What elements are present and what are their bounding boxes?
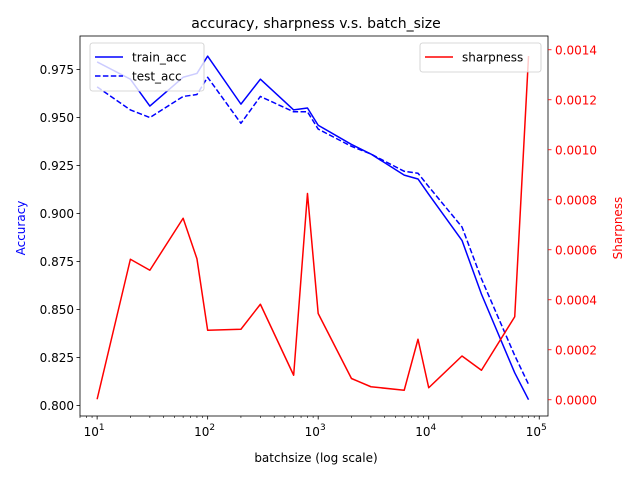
x-tick-exponent: 1 <box>99 423 105 433</box>
x-tick-base: 10 <box>415 425 430 439</box>
legend-label-test_acc: test_acc <box>132 70 182 84</box>
x-axis-label: batchsize (log scale) <box>254 451 377 465</box>
legend-left: train_acc test_acc <box>89 42 205 92</box>
x-tick-exponent: 2 <box>209 423 215 433</box>
legend-box <box>419 42 542 73</box>
plot-frame <box>79 35 549 417</box>
y-left-tick-label: 0.825 <box>40 351 74 365</box>
x-tick-base: 10 <box>84 425 99 439</box>
y-right-tick-label: 0.0012 <box>555 93 597 107</box>
y-right-tick-label: 0.0008 <box>555 193 597 207</box>
legend-right: sharpness <box>419 42 542 73</box>
y-left-tick-label: 0.800 <box>40 399 74 413</box>
y-right-tick-label: 0.0014 <box>555 43 597 57</box>
y-left-tick-label: 0.975 <box>40 63 74 77</box>
y-axis-left-label: Accuracy <box>14 201 28 256</box>
x-tick-base: 10 <box>194 425 209 439</box>
y-left-tick-label: 0.875 <box>40 255 74 269</box>
x-tick-label: 104 <box>415 423 436 439</box>
legend-label-train_acc: train_acc <box>132 51 186 65</box>
x-tick-base: 10 <box>305 425 320 439</box>
y-left-tick-label: 0.900 <box>40 207 74 221</box>
series-line-sharpness <box>96 55 530 400</box>
y-right-tick-label: 0.0010 <box>555 143 597 157</box>
x-tick-exponent: 3 <box>320 423 326 433</box>
y-left-tick-label: 0.925 <box>40 159 74 173</box>
x-tick-label: 101 <box>84 423 105 439</box>
legend-box <box>89 42 205 92</box>
y-left-tick-label: 0.950 <box>40 111 74 125</box>
x-tick-label: 103 <box>305 423 326 439</box>
y-right-tick-label: 0.0002 <box>555 343 597 357</box>
y-axis-right-label: Sharpness <box>611 197 625 260</box>
plot-area: 101 102 103 104 1050.8000.8250.8500.8750.900… <box>40 35 597 439</box>
y-right-tick-label: 0.0004 <box>555 293 597 307</box>
y-right-tick-label: 0.0006 <box>555 243 597 257</box>
x-tick-base: 10 <box>526 425 541 439</box>
chart-title: accuracy, sharpness v.s. batch_size <box>191 16 441 32</box>
series-line-test_acc <box>96 76 530 385</box>
y-right-tick-label: 0.0000 <box>555 393 597 407</box>
y-left-tick-label: 0.850 <box>40 303 74 317</box>
legend-label-sharpness: sharpness <box>462 51 523 65</box>
x-tick-exponent: 4 <box>430 423 436 433</box>
x-tick-exponent: 5 <box>541 423 547 433</box>
x-tick-label: 102 <box>194 423 215 439</box>
x-tick-label: 105 <box>526 423 547 439</box>
